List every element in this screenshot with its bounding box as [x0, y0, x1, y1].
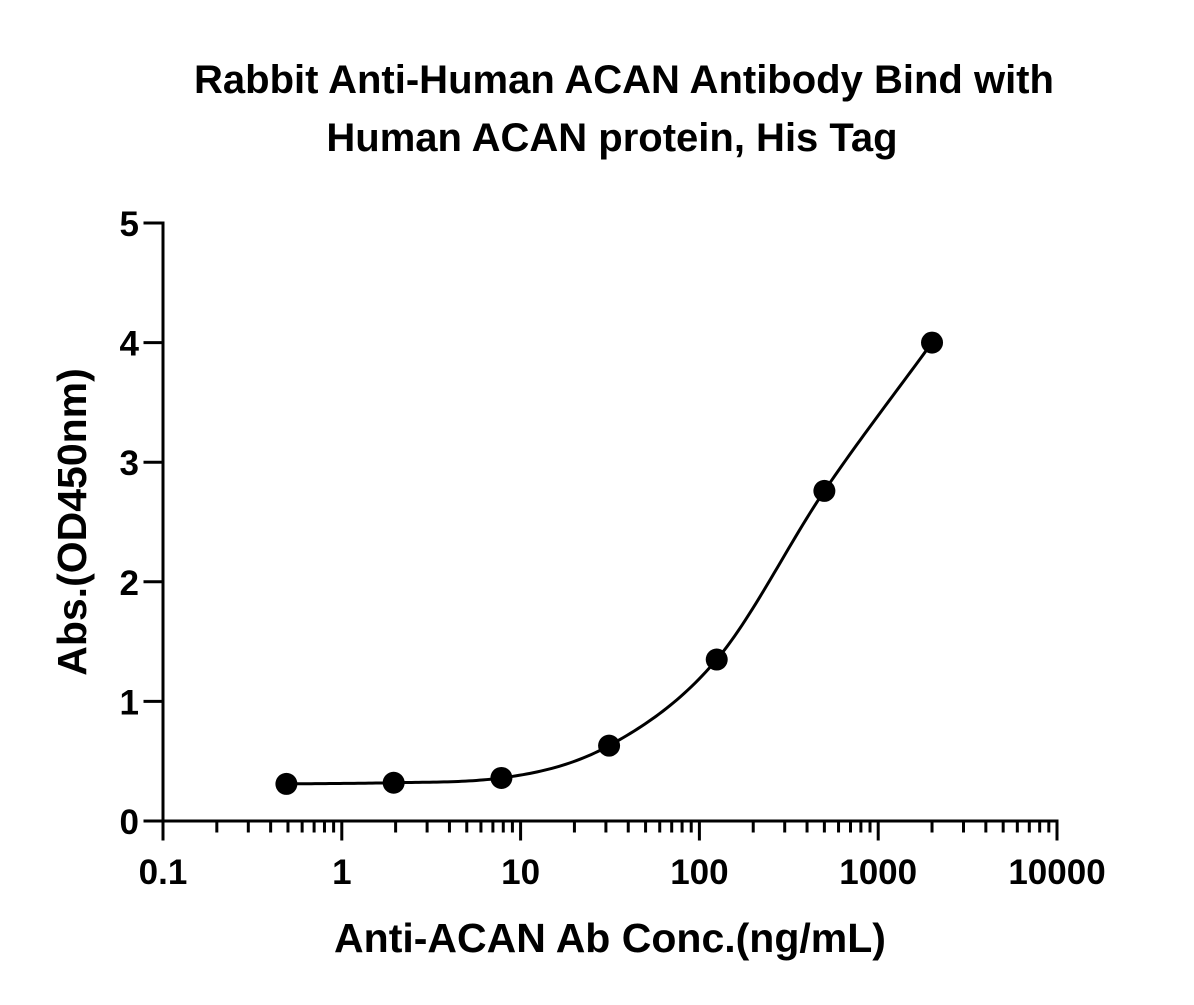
x-tick-label: 10000	[1008, 853, 1105, 892]
fit-curve-layer	[286, 341, 934, 786]
data-point	[490, 766, 513, 789]
x-tick-label: 1000	[839, 853, 917, 892]
axes: 0 1 2 3 4 5 0.1 1 10 100 1000 10000	[120, 205, 1106, 892]
chart-title-line-2: Human ACAN protein, His Tag	[326, 116, 897, 160]
y-tick-label: 5	[120, 205, 139, 244]
y-tick-label: 1	[120, 683, 139, 722]
x-tick-label: 1	[332, 853, 351, 892]
data-point	[598, 734, 621, 757]
data-point	[382, 771, 405, 794]
y-axis-label: Abs.(OD450nm)	[49, 368, 95, 676]
y-tick-label: 3	[120, 444, 139, 483]
x-tick-label: 0.1	[139, 853, 188, 892]
data-point	[921, 331, 944, 354]
x-tick-label: 100	[670, 853, 728, 892]
fit-curve	[286, 341, 934, 786]
data-point	[275, 772, 298, 795]
y-tick-label: 2	[120, 564, 139, 603]
data-point	[813, 479, 836, 502]
x-tick-label: 10	[501, 853, 540, 892]
y-tick-label: 0	[120, 803, 139, 842]
data-points-layer	[275, 331, 944, 795]
y-tick-label: 4	[120, 325, 140, 364]
data-point	[705, 648, 728, 671]
x-axis-label: Anti-ACAN Ab Conc.(ng/mL)	[334, 915, 886, 961]
chart-title-line-1: Rabbit Anti-Human ACAN Antibody Bind wit…	[194, 58, 1054, 102]
